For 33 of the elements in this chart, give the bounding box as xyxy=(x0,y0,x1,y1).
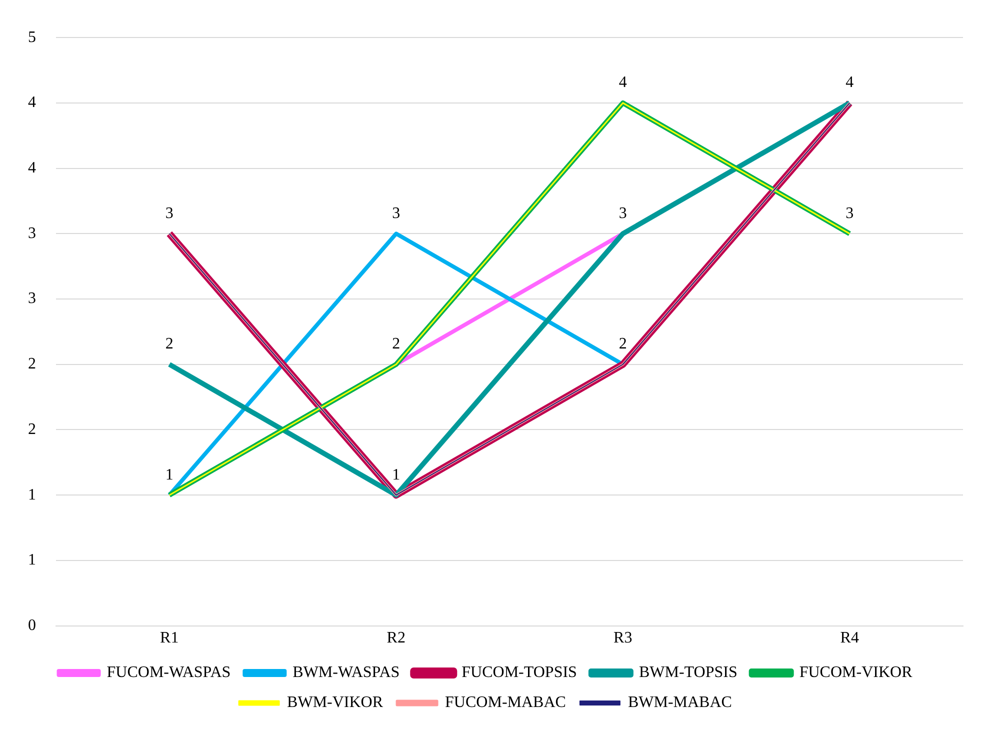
legend-label: BWM-MABAC xyxy=(628,694,732,712)
legend-label: FUCOM-MABAC xyxy=(445,694,566,712)
x-tick-label: R2 xyxy=(386,630,406,647)
data-label: 4 xyxy=(618,74,627,92)
y-tick-label: 4 xyxy=(28,94,36,112)
y-tick-label: 0 xyxy=(28,617,36,634)
y-tick-label: 1 xyxy=(28,486,36,504)
data-label: 2 xyxy=(618,336,627,353)
data-label: 4 xyxy=(846,74,854,92)
y-tick-label: 3 xyxy=(28,224,36,242)
legend-label: BWM-WASPAS xyxy=(292,664,400,682)
legend-label: BWM-TOPSIS xyxy=(638,664,738,682)
legend-label: FUCOM-VIKOR xyxy=(799,664,913,682)
data-label: 1 xyxy=(392,466,400,484)
y-tick-label: 4 xyxy=(28,160,36,177)
y-tick-label: 1 xyxy=(28,552,36,569)
data-label: 2 xyxy=(165,336,174,353)
data-label: 2 xyxy=(392,336,400,353)
y-tick-label: 3 xyxy=(28,290,36,308)
data-label: 3 xyxy=(165,204,174,222)
y-tick-label: 2 xyxy=(28,356,36,373)
legend-label: FUCOM-TOPSIS xyxy=(462,664,577,682)
y-tick-label: 5 xyxy=(28,28,36,46)
data-label: 3 xyxy=(846,204,854,222)
data-label: 3 xyxy=(618,204,627,222)
data-label: 1 xyxy=(165,466,174,484)
x-tick-label: R1 xyxy=(160,630,179,647)
x-tick-label: R3 xyxy=(614,630,632,647)
x-tick-label: R4 xyxy=(840,630,859,647)
y-tick-label: 2 xyxy=(28,420,36,438)
legend-label: BWM-VIKOR xyxy=(287,694,384,712)
data-label: 3 xyxy=(392,204,400,222)
legend-label: FUCOM-WASPAS xyxy=(106,664,231,682)
